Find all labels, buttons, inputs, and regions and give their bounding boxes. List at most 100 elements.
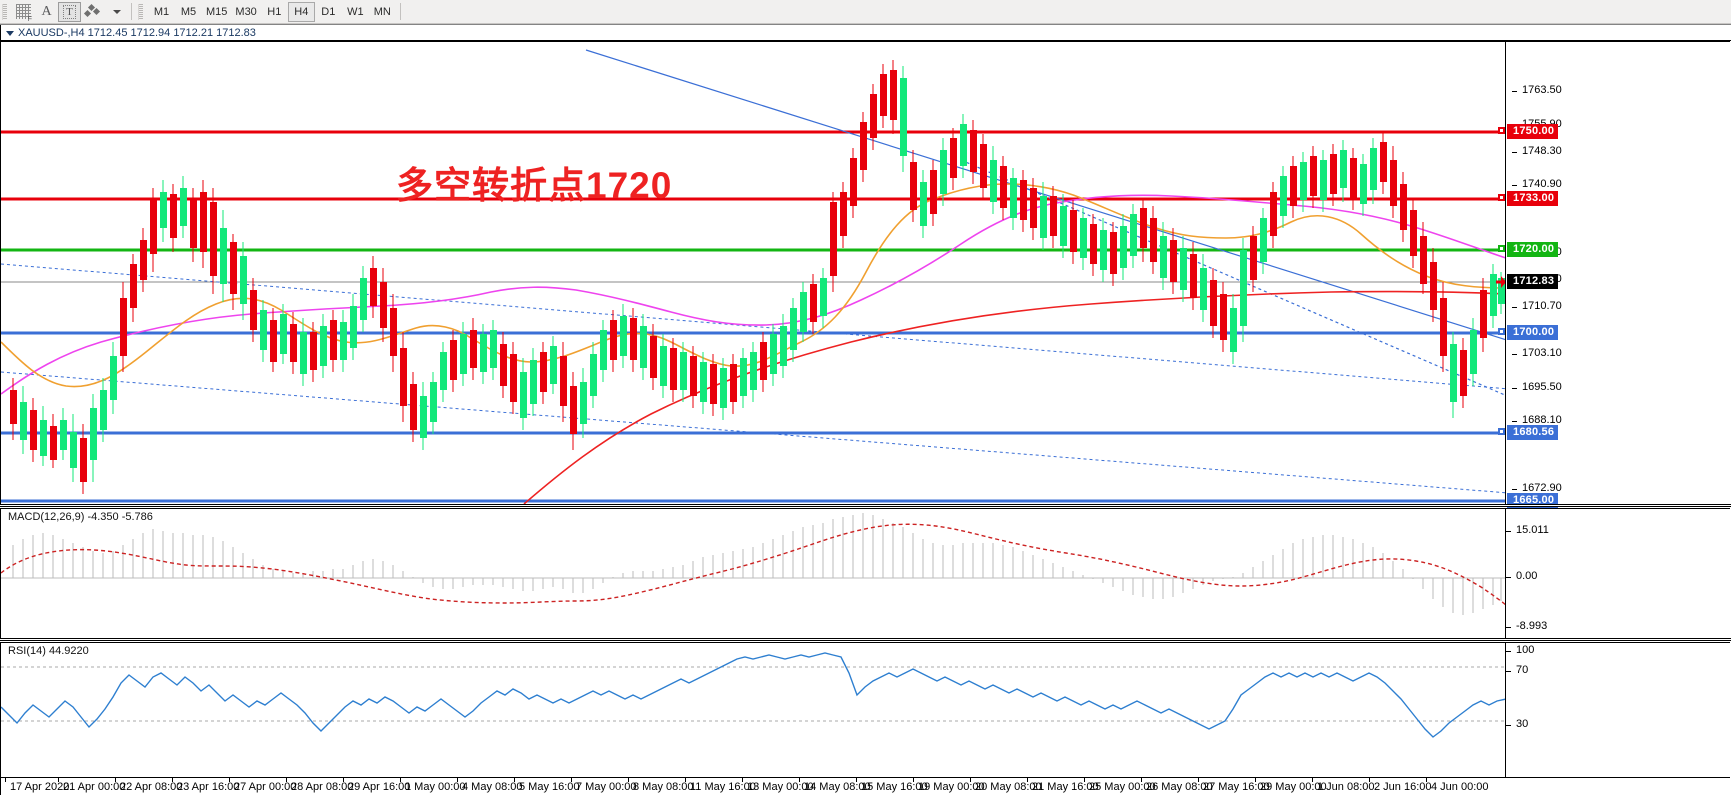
text-box-icon[interactable]: T xyxy=(58,1,81,22)
level-handle-1750[interactable] xyxy=(1498,127,1505,134)
time-axis-label: 27 Apr 00:00 xyxy=(228,778,297,793)
price-axis[interactable]: 1763.50 1755.90 1748.30 1740.90 1725.70 … xyxy=(1498,41,1731,508)
toolbar-separator-right xyxy=(399,3,401,20)
horizontal-levels xyxy=(1,130,1505,503)
price-tick: 1688.10 xyxy=(1512,414,1562,426)
level-handle-1680[interactable] xyxy=(1498,428,1505,435)
chevron-down-icon[interactable] xyxy=(6,30,14,36)
ma-slow-line xyxy=(523,290,1505,504)
symbol-ohlc-label: XAUUSD-,H4 1712.45 1712.94 1712.21 1712.… xyxy=(18,27,256,39)
time-axis-label: 21 Apr 00:00 xyxy=(57,778,126,793)
macd-pane[interactable]: MACD(12,26,9) -4.350 -5.786 xyxy=(0,508,1731,639)
rsi-plot-area[interactable] xyxy=(1,643,1505,777)
time-axis-label: 8 May 08:00 xyxy=(628,778,694,793)
price-tick: 1763.50 xyxy=(1512,84,1562,96)
timeframe-group: M1 M5 M15 M30 H1 H4 D1 W1 MN xyxy=(136,0,396,24)
pane-left-rule xyxy=(0,41,1,505)
time-axis-label: 26 May 08:00 xyxy=(1141,778,1213,793)
tab-timeframe-m30[interactable]: M30 xyxy=(235,5,257,18)
price-tick: 1740.90 xyxy=(1512,178,1562,190)
level-handle-1733[interactable] xyxy=(1498,194,1505,201)
price-plot-area[interactable]: 多空转折点1720 xyxy=(1,42,1505,504)
tab-timeframe-m1[interactable]: M1 xyxy=(153,5,170,18)
price-level-tag-1750[interactable]: 1750.00 xyxy=(1507,124,1559,139)
tab-timeframe-m15[interactable]: M15 xyxy=(206,5,228,18)
macd-tick-max: 15.011 xyxy=(1506,524,1549,536)
time-axis-label: 21 May 16:00 xyxy=(1027,778,1099,793)
rsi-left-rule xyxy=(0,642,1,778)
price-tick: 1710.70 xyxy=(1512,300,1562,312)
toolbar-grip-handle[interactable] xyxy=(2,3,7,20)
time-axis-label: 13 May 00:00 xyxy=(742,778,814,793)
rsi-chart-svg xyxy=(1,652,1505,738)
price-level-tag-1720[interactable]: 1720.00 xyxy=(1507,242,1559,257)
time-axis-label: 5 May 16:00 xyxy=(514,778,580,793)
tab-timeframe-d1[interactable]: D1 xyxy=(321,5,336,18)
macd-chart-svg xyxy=(1,513,1505,615)
tab-timeframe-h1[interactable]: H1 xyxy=(267,5,282,18)
time-axis-label: 22 Apr 08:00 xyxy=(114,778,183,793)
macd-histogram xyxy=(12,513,1502,615)
rsi-pane-title: RSI(14) 44.9220 xyxy=(8,645,89,657)
time-axis-label: 17 Apr 2020 xyxy=(4,778,70,793)
macd-signal-line xyxy=(1,523,1505,606)
toolbar: A T M1 M5 M15 M30 H1 H4 D1 W1 MN xyxy=(0,0,1731,24)
time-axis[interactable]: 17 Apr 2020 21 Apr 00:00 22 Apr 08:00 23 Ap… xyxy=(0,778,1731,795)
rsi-tick-30: 30 xyxy=(1505,718,1529,730)
indicators-icon[interactable] xyxy=(81,2,104,22)
timeframe-grip-handle[interactable] xyxy=(138,3,143,20)
time-axis-label: 20 May 08:00 xyxy=(970,778,1042,793)
time-axis-label: 29 May 00:00 xyxy=(1255,778,1327,793)
macd-tick-zero: 0.00 xyxy=(1505,570,1538,582)
rsi-pane-frame xyxy=(1,642,1730,778)
time-axis-label: 23 Apr 16:00 xyxy=(171,778,240,793)
indicators-dropdown-caret[interactable] xyxy=(104,2,127,22)
time-axis-label: 29 Apr 16:00 xyxy=(342,778,411,793)
toolbar-separator xyxy=(131,3,132,20)
time-axis-label: 19 May 00:00 xyxy=(913,778,985,793)
macd-left-rule xyxy=(0,508,1,639)
price-tick: 1695.50 xyxy=(1512,381,1562,393)
tab-timeframe-h4[interactable]: H4 xyxy=(287,1,315,22)
macd-plot-area[interactable] xyxy=(1,509,1505,638)
time-axis-label: 2 Jun 16:00 xyxy=(1369,778,1432,793)
level-handle-1700[interactable] xyxy=(1498,328,1505,335)
time-axis-left-rule xyxy=(0,778,1,795)
time-axis-label: 7 May 00:00 xyxy=(571,778,637,793)
price-level-tag-1680[interactable]: 1680.56 xyxy=(1507,425,1559,440)
tab-timeframe-w1[interactable]: W1 xyxy=(347,5,364,18)
text-label-icon[interactable]: A xyxy=(41,3,52,19)
time-axis-label: 27 May 16:00 xyxy=(1198,778,1270,793)
fibo-grid-icon[interactable] xyxy=(12,2,35,23)
rsi-tick-70: 70 xyxy=(1505,664,1529,676)
price-level-tag-1733[interactable]: 1733.00 xyxy=(1507,191,1559,206)
rsi-line xyxy=(1,652,1505,738)
price-level-tag-1700[interactable]: 1700.00 xyxy=(1507,325,1559,340)
time-axis-label: 14 May 08:00 xyxy=(799,778,871,793)
rsi-tick-100: 100 xyxy=(1505,644,1535,656)
price-pane[interactable]: 多空转折点1720 1763.50 1755.90 1748.30 1740.9… xyxy=(0,41,1731,508)
level-handle-1720[interactable] xyxy=(1498,245,1505,252)
tab-timeframe-m5[interactable]: M5 xyxy=(180,5,197,18)
chart-annotation-text: 多空转折点1720 xyxy=(396,165,673,206)
price-tick: 1748.30 xyxy=(1512,145,1562,157)
diamonds-icon xyxy=(83,3,101,19)
time-axis-label: 4 May 08:00 xyxy=(457,778,523,793)
macd-tick-min: -8.993 xyxy=(1505,620,1548,632)
toolbar-drawing-group: A T xyxy=(0,0,127,24)
rsi-pane[interactable]: RSI(14) 44.9220 100 70 30 xyxy=(0,642,1731,778)
pane-separator-1[interactable] xyxy=(0,504,1731,507)
tab-timeframe-mn[interactable]: MN xyxy=(373,5,391,18)
macd-axis[interactable]: 15.011 0.00 -8.993 xyxy=(1505,508,1731,639)
symbol-info-bar: XAUUSD-,H4 1712.45 1712.94 1712.21 1712.… xyxy=(0,25,1731,41)
time-axis-label: 1 May 00:00 xyxy=(400,778,466,793)
rsi-axis[interactable]: 100 70 30 xyxy=(1505,642,1731,778)
time-axis-label: 11 May 16:00 xyxy=(685,778,756,793)
price-pane-frame xyxy=(1,41,1730,505)
time-axis-label: 1 Jun 08:00 xyxy=(1312,778,1375,793)
pane-separator-2[interactable] xyxy=(0,638,1731,641)
macd-pane-title: MACD(12,26,9) -4.350 -5.786 xyxy=(8,511,153,523)
trendlines xyxy=(1,49,1505,494)
current-price-pointer xyxy=(1496,276,1505,288)
window-left-rule xyxy=(0,25,1,40)
